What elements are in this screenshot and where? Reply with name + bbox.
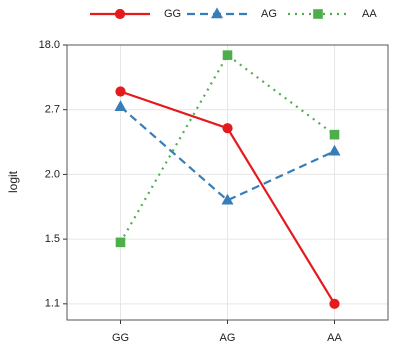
y-axis-label: logit — [6, 170, 20, 193]
marker — [328, 144, 341, 156]
x-tick-label: AG — [220, 332, 236, 344]
marker — [221, 193, 234, 205]
marker — [222, 123, 233, 134]
x-tick-label: AA — [327, 332, 342, 344]
legend-label: AG — [261, 8, 277, 20]
marker — [222, 50, 233, 60]
series-line — [119, 53, 336, 243]
y-tick-label: 1.5 — [45, 233, 60, 245]
y-tick-label: 2.0 — [45, 168, 60, 180]
marker — [211, 7, 223, 19]
x-tick-label: GG — [112, 332, 129, 344]
marker — [329, 298, 340, 309]
legend-label: AA — [362, 8, 377, 20]
marker — [115, 237, 126, 248]
marker — [329, 129, 340, 140]
y-tick-label: 2.7 — [45, 104, 60, 116]
y-tick-label: 18.0 — [39, 39, 60, 51]
marker — [114, 100, 127, 111]
marker — [115, 86, 126, 97]
marker — [114, 8, 126, 20]
y-tick-label: 1.1 — [45, 298, 60, 310]
marker — [313, 9, 323, 19]
legend-label: GG — [164, 8, 181, 20]
plot-frame — [66, 44, 389, 321]
